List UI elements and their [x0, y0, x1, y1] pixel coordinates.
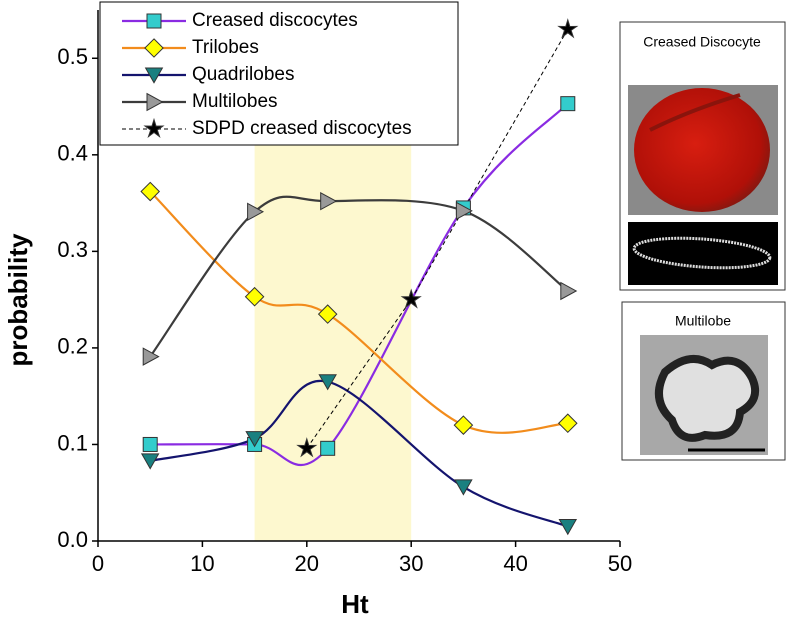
marker [400, 288, 422, 309]
marker [318, 374, 337, 391]
y-tick-label: 0.0 [57, 527, 88, 552]
marker [558, 519, 578, 536]
y-axis-label: probability [3, 233, 33, 366]
y-tick-label: 0.5 [57, 44, 88, 69]
legend-label: SDPD creased discocytes [192, 118, 412, 139]
legend-marker [146, 92, 164, 112]
cell [634, 88, 770, 212]
marker [140, 181, 161, 202]
y-tick-label: 0.3 [57, 237, 88, 262]
marker [557, 413, 578, 434]
cell [654, 354, 759, 442]
cell-section [632, 236, 772, 270]
legend-label: Quadrilobes [192, 64, 294, 85]
plot-area: 0.0 0.1 0.2 0.3 0.4 0.5 0 10 20 30 40 50 Creased dis… [57, 1, 632, 576]
marker [455, 201, 473, 221]
marker [560, 281, 578, 301]
marker [317, 304, 338, 324]
legend-marker [144, 38, 164, 58]
panel-creased: Creased Discocyte [619, 21, 786, 291]
crease [649, 93, 741, 132]
marker [296, 437, 318, 458]
marker [245, 431, 264, 448]
marker [557, 18, 579, 39]
x-tick-label: 50 [608, 551, 632, 576]
legend: Creased discocytes Trilobes Quadrilobes Mul… [99, 1, 459, 146]
marker [142, 436, 158, 452]
x-tick-label: 20 [295, 551, 319, 576]
marker [244, 286, 265, 307]
micrograph [628, 222, 778, 285]
marker [320, 440, 336, 456]
marker [560, 96, 576, 112]
legend-marker [146, 13, 162, 29]
panel-title: Creased Discocyte [643, 34, 761, 50]
marker [454, 479, 473, 496]
marker [320, 191, 338, 211]
legend-label: Trilobes [192, 37, 259, 58]
marker [142, 347, 160, 366]
y-tick-label: 0.4 [57, 141, 88, 166]
legend-marker [144, 67, 164, 84]
y-tick-label: 0.2 [57, 334, 88, 359]
marker [140, 453, 160, 470]
legend-label: Creased discocytes [192, 10, 358, 31]
x-tick-label: 40 [503, 551, 527, 576]
panel-title: Multilobe [675, 313, 731, 329]
panel-multilobe: Multilobe [621, 301, 786, 461]
marker [247, 202, 265, 222]
x-tick-label: 0 [92, 551, 104, 576]
x-tick-label: 10 [190, 551, 214, 576]
x-tick-label: 30 [399, 551, 423, 576]
marker [453, 415, 474, 435]
x-axis-label: Ht [341, 589, 369, 619]
legend-marker [143, 117, 165, 139]
legend-label: Multilobes [192, 91, 278, 112]
y-tick-label: 0.1 [57, 430, 88, 455]
